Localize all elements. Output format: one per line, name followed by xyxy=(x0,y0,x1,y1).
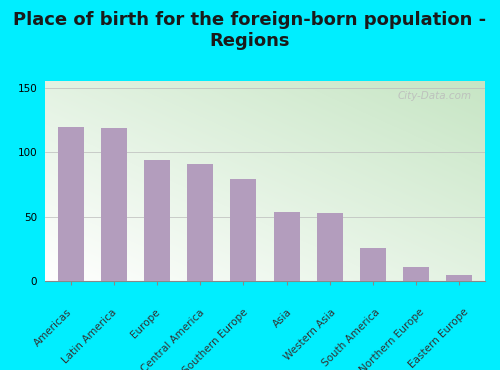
Text: Eastern Europe: Eastern Europe xyxy=(406,307,470,370)
Bar xyxy=(446,275,472,281)
Bar xyxy=(317,213,342,281)
Text: South America: South America xyxy=(320,307,382,369)
Text: Southern Europe: Southern Europe xyxy=(181,307,250,370)
Bar xyxy=(101,128,127,281)
Text: Place of birth for the foreign-born population -
Regions: Place of birth for the foreign-born popu… xyxy=(14,11,486,50)
Bar xyxy=(274,212,299,281)
Bar xyxy=(58,127,84,281)
Text: Western Asia: Western Asia xyxy=(283,307,338,362)
Text: Europe: Europe xyxy=(129,307,162,340)
Bar xyxy=(230,179,256,281)
Bar xyxy=(403,267,429,281)
Text: Americas: Americas xyxy=(32,307,74,349)
Bar xyxy=(188,164,213,281)
Text: Central America: Central America xyxy=(139,307,206,370)
Text: Latin America: Latin America xyxy=(60,307,118,365)
Text: City-Data.com: City-Data.com xyxy=(398,91,472,101)
Text: Asia: Asia xyxy=(272,307,294,330)
Bar xyxy=(360,248,386,281)
Text: Northern Europe: Northern Europe xyxy=(358,307,426,370)
Bar xyxy=(144,160,170,281)
